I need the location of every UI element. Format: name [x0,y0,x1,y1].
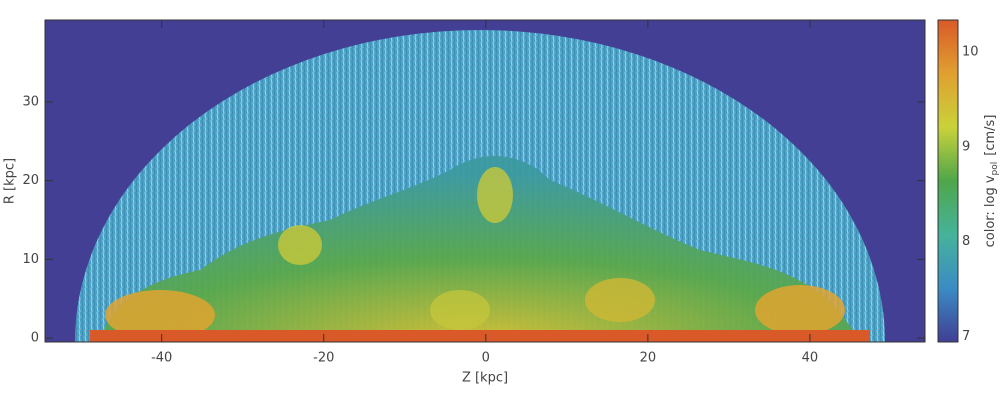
y-tick-label: 20 [22,173,39,188]
x-tick-label: 0 [482,351,490,366]
y-tick-label: 30 [22,94,39,109]
colorbar-label-unit: [cm/s] [983,115,998,156]
colorbar-tick-label: 8 [962,234,970,249]
x-tick-label: -40 [151,351,172,366]
colorbar [937,19,959,343]
y-tick-label: 10 [22,252,39,267]
colorbar-tick-label: 10 [962,45,979,60]
x-tick-label: -20 [313,351,334,366]
colorbar-tick-label: 7 [962,329,970,344]
colorbar-label: color: log vpol [cm/s] [983,115,1000,248]
colorbar-tick-label: 9 [962,139,970,154]
simulation-image [45,20,925,342]
colorbar-label-main: color: log v [983,175,998,247]
colorbar-label-sub: pol [990,162,1000,176]
y-axis-label: R [kpc] [3,158,18,204]
x-tick-label: 20 [640,351,657,366]
x-tick-label: 40 [802,351,819,366]
x-axis-label: Z [kpc] [462,371,508,386]
axes: -40 -20 0 20 40 0 10 20 30 7 8 9 10 [22,20,979,366]
y-tick-label: 0 [31,331,39,346]
